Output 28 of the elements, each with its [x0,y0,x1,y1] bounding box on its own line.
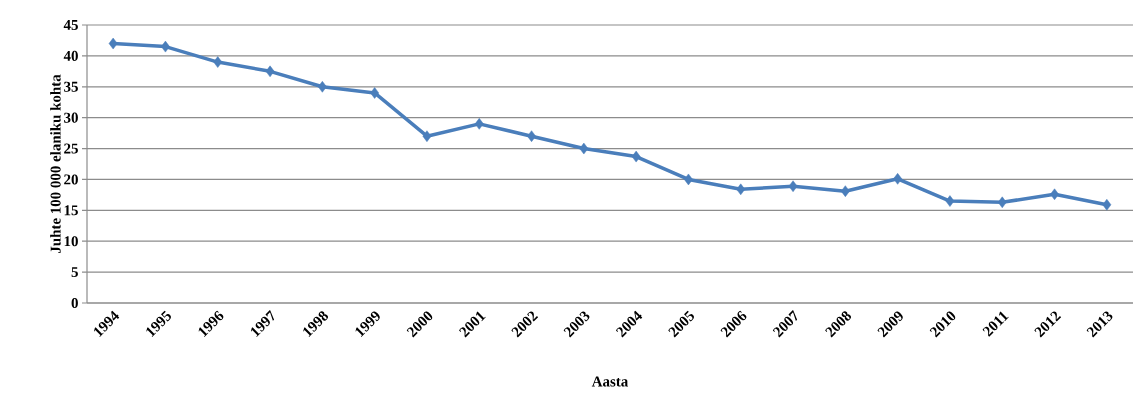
y-tick-label: 10 [64,236,78,247]
point [422,130,432,142]
y-tick-label: 5 [71,267,78,278]
point [840,185,850,197]
point [945,195,955,207]
y-tick-label: 40 [63,50,78,61]
y-tick-label: 0 [71,297,78,309]
point [108,37,118,50]
y-tick-label: 45 [63,20,78,30]
point [370,87,380,99]
point [213,56,223,68]
point [788,180,798,192]
point [736,183,746,196]
y-tick-label: 30 [64,112,78,123]
x-axis-title: Aasta [591,376,629,387]
y-tick-label: 15 [64,205,78,216]
y-tick-label: 35 [64,81,78,92]
point [474,118,484,130]
y-tick-label: 20 [64,174,78,185]
point [527,130,536,142]
point [265,65,275,78]
point [893,173,903,185]
y-axis-title: Juhte 100 000 elaniku kohta [50,74,61,254]
point [1102,199,1112,211]
y-tick-label: 25 [64,143,78,154]
point [579,142,589,155]
point [317,81,327,93]
point [631,150,641,163]
